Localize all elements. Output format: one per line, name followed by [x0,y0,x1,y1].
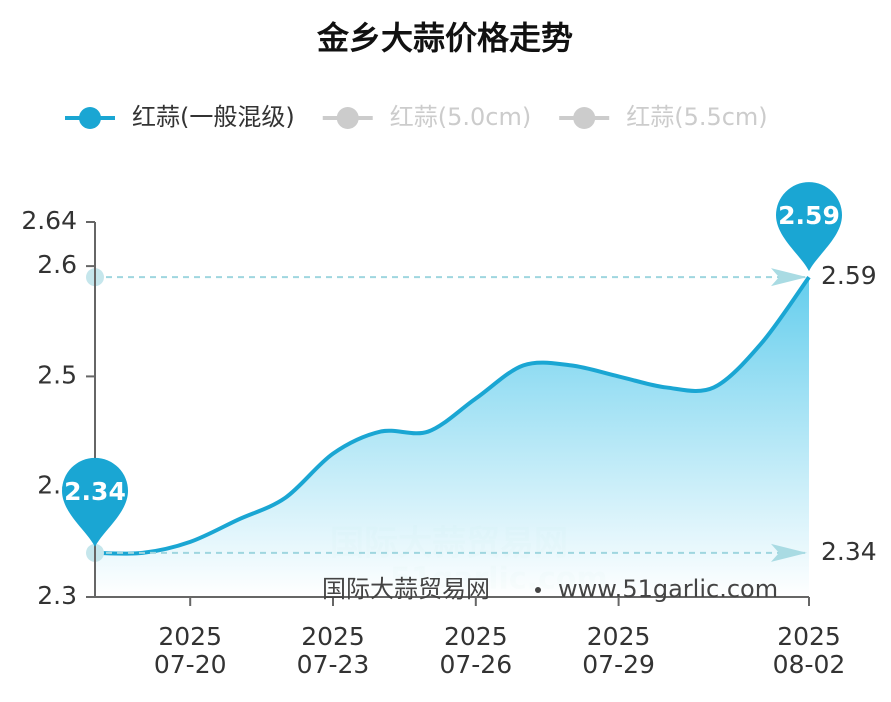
value-label: 2.34 [821,537,877,566]
legend: 红蒜(一般混级) 红蒜(5.0cm) 红蒜(5.5cm) [65,103,768,131]
plot: 国际大蒜贸易网51garlic.com2.342.592.32.42.52.62… [21,182,877,679]
reference-arrow [771,268,807,287]
legend-label: 红蒜(5.0cm) [390,103,531,131]
area [95,277,809,597]
x-tick-label: 08-02 [773,650,846,679]
y-tick-label: 2.64 [21,206,77,235]
x-tick-label: 07-20 [154,650,227,679]
reference-arrow [771,543,807,562]
x-tick-label: 07-29 [582,650,655,679]
pin-label: 2.59 [778,201,840,230]
pin [62,457,128,547]
pin-label: 2.34 [64,477,126,506]
legend-label: 红蒜(一般混级) [132,103,295,131]
source-url: www.51garlic.com [558,575,778,603]
pin [776,182,842,272]
source-dot [535,587,541,593]
legend-label: 红蒜(5.5cm) [626,103,767,131]
x-tick-label: 2025 [301,622,365,651]
x-tick-label: 2025 [587,622,651,651]
legend-dot [79,107,101,129]
y-tick-label: 2.5 [37,360,77,389]
source: 国际大蒜贸易网 [322,575,490,603]
y-tick-label: 2.3 [37,581,77,610]
x-tick-label: 2025 [777,622,841,651]
x-tick-label: 2025 [444,622,508,651]
y-tick-label: 2.6 [37,250,77,279]
chart-title: 金乡大蒜价格走势 [316,19,573,57]
legend-item[interactable]: 红蒜(5.0cm) [322,103,531,131]
legend-dot [336,107,359,129]
x-tick-label: 2025 [158,622,222,651]
x-tick-label: 07-26 [439,650,512,679]
value-label: 2.59 [821,261,877,290]
legend-item[interactable]: 红蒜(5.5cm) [559,103,768,131]
legend-dot [573,107,596,129]
line [94,275,811,556]
legend-item[interactable]: 红蒜(一般混级) [65,103,295,131]
x-tick-label: 07-23 [297,650,370,679]
